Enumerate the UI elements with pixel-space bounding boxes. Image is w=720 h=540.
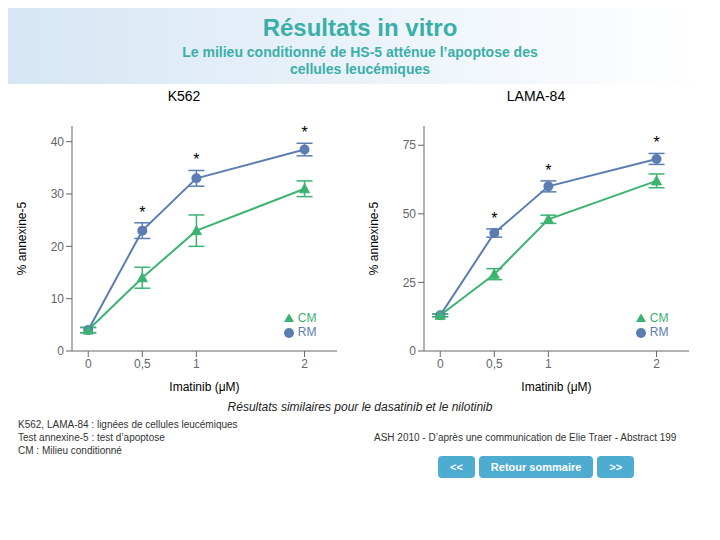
svg-text:10: 10 [50, 292, 64, 306]
svg-text:1: 1 [545, 357, 552, 371]
svg-text:75: 75 [402, 138, 416, 152]
svg-text:0: 0 [57, 344, 64, 358]
html-text:Retour sommaire: Retour sommaire [490, 461, 582, 473]
svg-text:*: * [139, 204, 145, 221]
svg-text:0: 0 [84, 357, 91, 371]
svg-text:50: 50 [402, 207, 416, 221]
svg-text:Imatinib (μM): Imatinib (μM) [169, 380, 239, 394]
html-text:ASH 2010 - D’après une communi: ASH 2010 - D’après une communication de … [374, 432, 677, 443]
svg-text:2: 2 [653, 357, 660, 371]
svg-text:0: 0 [409, 344, 416, 358]
svg-text:2: 2 [301, 357, 308, 371]
html-text:CM: CM [297, 311, 317, 325]
svg-text:0,5: 0,5 [485, 357, 502, 371]
svg-text:0,5: 0,5 [133, 357, 150, 371]
html-text:Résultats similaires pour le d: Résultats similaires pour le dasatinib e… [227, 400, 493, 414]
html-text:RM: RM [297, 325, 317, 339]
html-text:CM: CM [649, 311, 669, 325]
svg-text:0: 0 [436, 357, 443, 371]
svg-text:1: 1 [193, 357, 200, 371]
svg-text:Imatinib (μM): Imatinib (μM) [521, 380, 591, 394]
svg-text:20: 20 [50, 240, 64, 254]
html-text:RM: RM [649, 325, 669, 339]
svg-text:30: 30 [50, 187, 64, 201]
svg-text:*: * [491, 210, 497, 227]
svg-text:*: * [653, 134, 659, 151]
html-text:Résultats in vitro: Résultats in vitro [262, 14, 458, 41]
html-text:LAMA-84: LAMA-84 [506, 88, 566, 104]
html-text:Le milieu conditionné de HS-5: Le milieu conditionné de HS-5 atténue l’… [182, 44, 538, 77]
svg-text:% annexine-5: % annexine-5 [367, 201, 381, 275]
svg-text:40: 40 [50, 135, 64, 149]
svg-text:*: * [545, 162, 551, 179]
svg-text:25: 25 [402, 276, 416, 290]
html-text:K562: K562 [167, 88, 201, 104]
svg-text:% annexine-5: % annexine-5 [15, 201, 29, 275]
svg-text:*: * [193, 151, 199, 168]
svg-text:*: * [301, 124, 307, 141]
html-text:K562, LAMA-84 : lignées de cel: K562, LAMA-84 : lignées de cellules leuc… [18, 419, 238, 456]
